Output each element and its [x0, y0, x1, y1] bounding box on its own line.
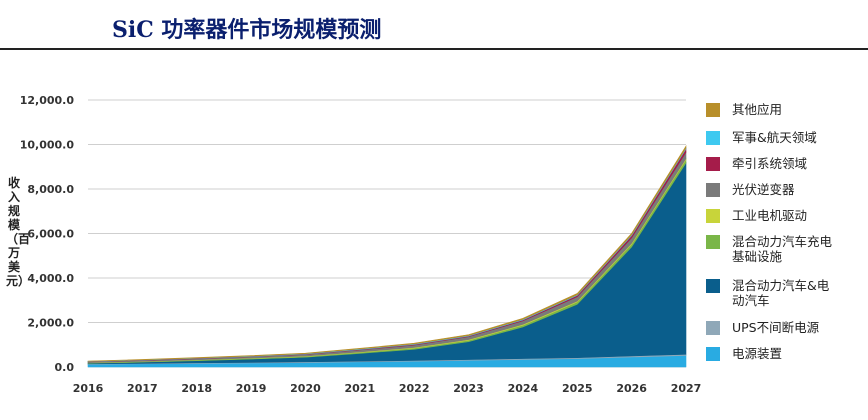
x-tick-label: 2020: [290, 382, 321, 395]
legend-item: 混合动力汽车&电动汽车: [706, 278, 840, 308]
legend-swatch: [706, 321, 720, 335]
x-tick-label: 2021: [345, 382, 376, 395]
x-tick-label: 2019: [236, 382, 267, 395]
y-tick-label: 4,000.0: [27, 272, 74, 285]
y-tick-label: 6,000.0: [27, 228, 74, 241]
legend-swatch: [706, 103, 720, 117]
legend-label: 军事&航天领域: [732, 130, 817, 145]
legend-swatch: [706, 183, 720, 197]
legend-item: 牵引系统领域: [706, 156, 807, 171]
legend-swatch: [706, 279, 720, 293]
legend-swatch: [706, 131, 720, 145]
area-series-8: [87, 145, 687, 362]
legend-item: UPS不间断电源: [706, 320, 819, 335]
legend-swatch: [706, 235, 720, 249]
legend-item: 其他应用: [706, 102, 782, 117]
x-tick-label: 2018: [181, 382, 212, 395]
title-divider: [0, 48, 868, 50]
legend-item: 光伏逆变器: [706, 182, 795, 197]
legend-swatch: [706, 347, 720, 361]
area-series-2: [87, 161, 687, 365]
legend-label: UPS不间断电源: [732, 320, 820, 335]
y-tick-label: 2,000.0: [27, 317, 74, 330]
legend-item: 电源装置: [706, 346, 782, 361]
legend-item: 军事&航天领域: [706, 130, 817, 145]
x-tick-label: 2017: [127, 382, 158, 395]
page-title: SiC 功率器件市场规模预测: [112, 17, 382, 43]
y-tick-label: 8,000.0: [27, 183, 74, 196]
x-tick-label: 2025: [562, 382, 593, 395]
y-tick-label: 0.0: [55, 361, 75, 374]
legend-item: 工业电机驱动: [706, 208, 807, 223]
y-tick-label: 10,000.0: [20, 139, 75, 152]
x-tick-label: 2016: [73, 382, 104, 395]
x-tick-label: 2023: [453, 382, 484, 395]
x-tick-label: 2024: [508, 382, 539, 395]
legend-label: 混合动力汽车&电动汽车: [732, 278, 830, 308]
legend-item: 混合动力汽车充电基础设施: [706, 234, 840, 264]
legend-swatch: [706, 157, 720, 171]
legend-swatch: [706, 209, 720, 223]
legend-label: 牵引系统领域: [732, 156, 808, 171]
legend-label: 电源装置: [732, 346, 783, 361]
y-tick-label: 12,000.0: [20, 94, 75, 107]
x-tick-label: 2022: [399, 382, 430, 395]
legend-label: 其他应用: [732, 102, 783, 117]
x-tick-label: 2027: [671, 382, 702, 395]
legend-label: 混合动力汽车充电基础设施: [732, 234, 833, 264]
legend-label: 光伏逆变器: [732, 182, 795, 197]
x-tick-label: 2026: [616, 382, 647, 395]
legend-label: 工业电机驱动: [732, 208, 808, 223]
